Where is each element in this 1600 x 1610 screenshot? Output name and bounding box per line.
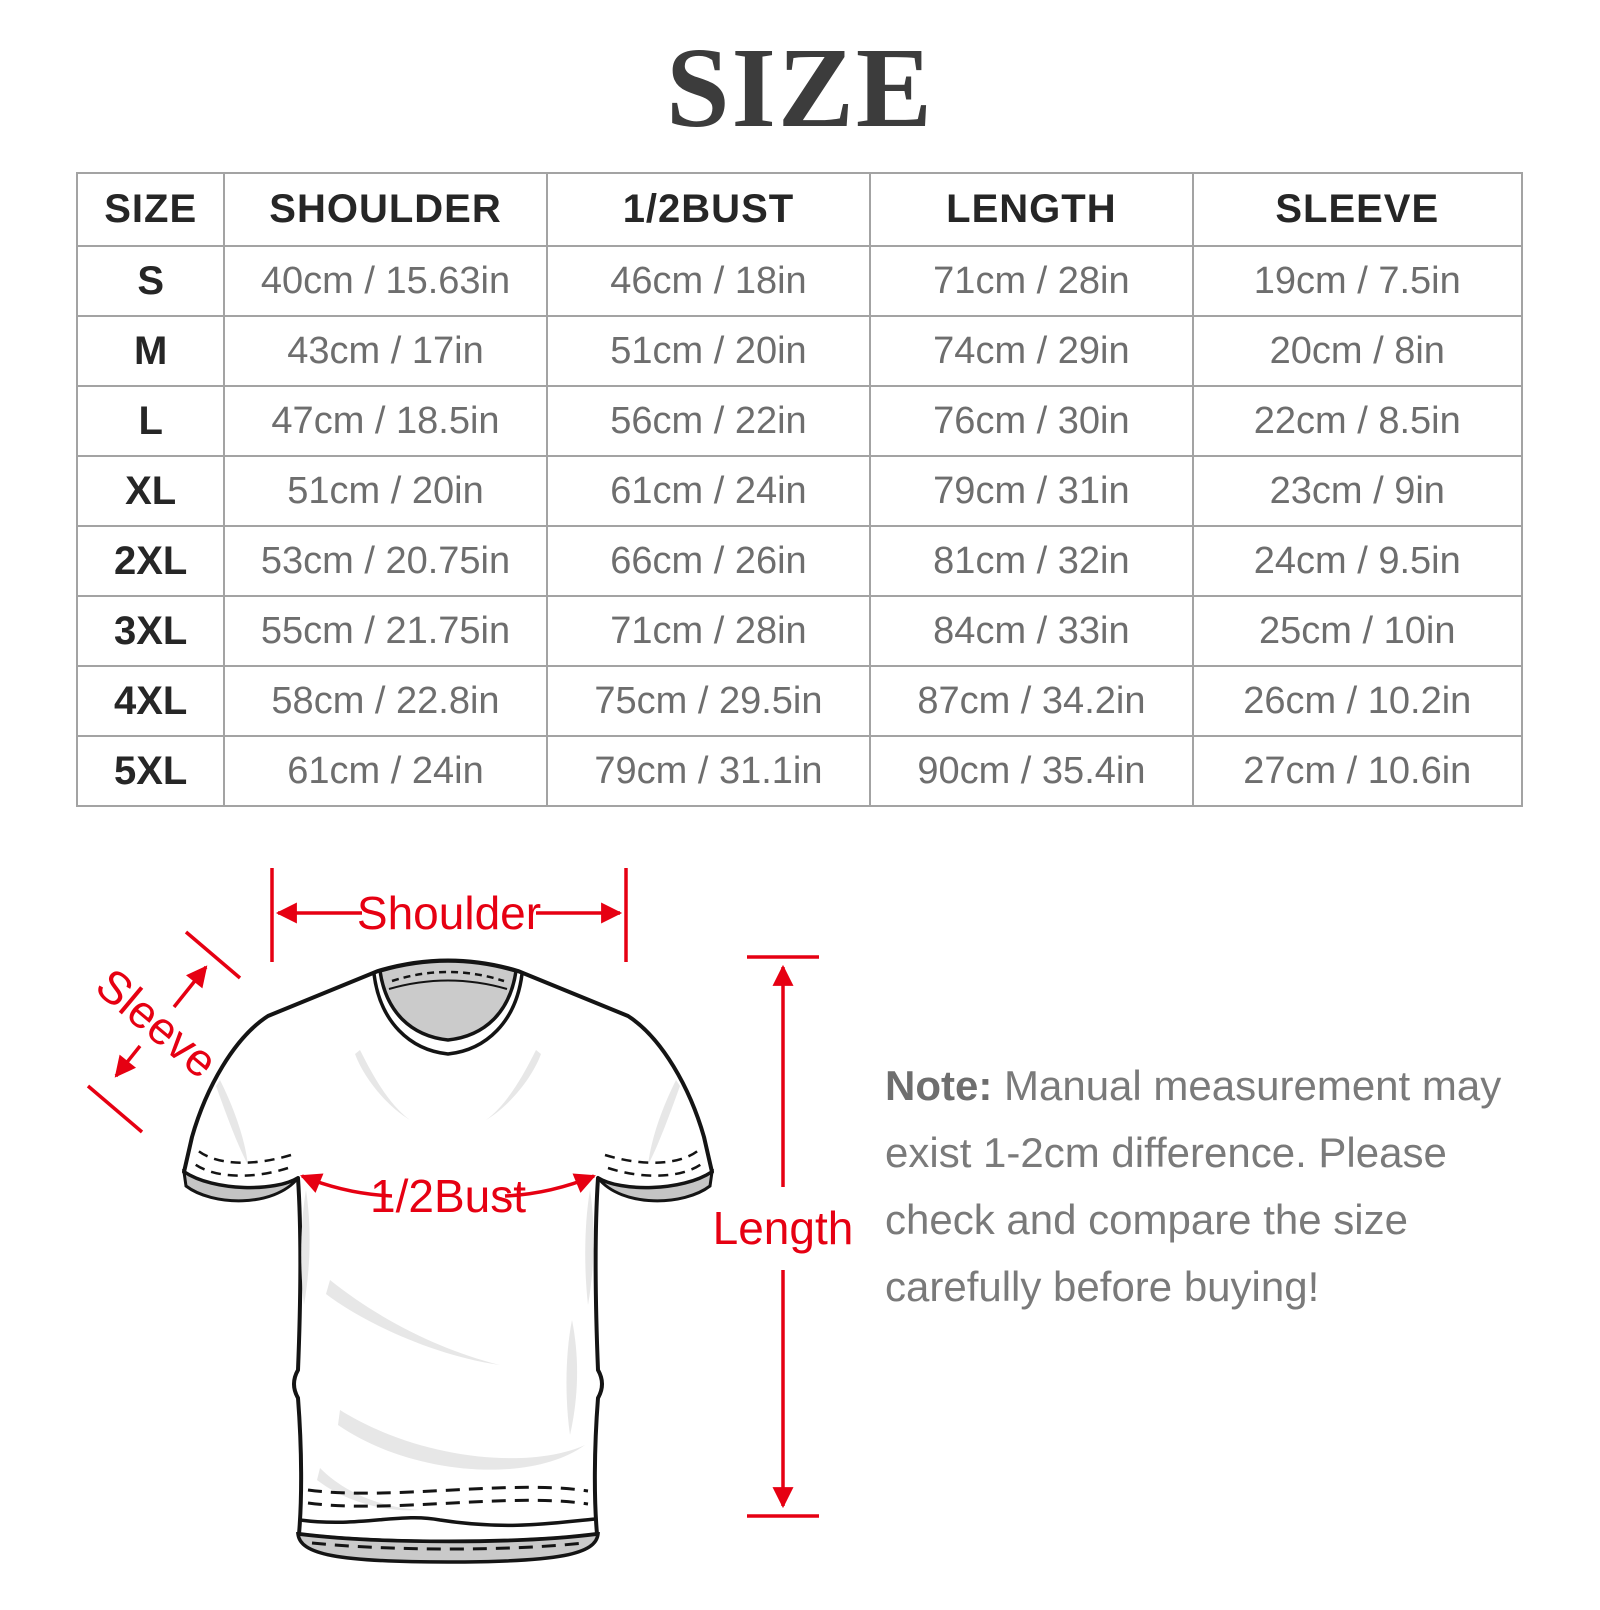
table-row: M 43cm / 17in 51cm / 20in 74cm / 29in 20…: [75, 315, 1524, 387]
size-cell: 5XL: [75, 735, 226, 807]
sleeve-label: Sleeve: [86, 958, 227, 1088]
bust-cell: 79cm / 31.1in: [545, 735, 872, 807]
length-cell: 71cm / 28in: [869, 245, 1194, 317]
note-line-text: Manual measurement may: [1004, 1062, 1502, 1109]
note-line: carefully before buying!: [885, 1263, 1320, 1310]
collar-back-edge: [388, 979, 508, 990]
length-cell: 74cm / 29in: [869, 315, 1194, 387]
shoulder-cell: 40cm / 15.63in: [223, 245, 548, 317]
sleeve-cell: 26cm / 10.2in: [1191, 665, 1524, 737]
tshirt-illustration: [182, 958, 714, 1564]
left-sleeve-cuff: [182, 1168, 300, 1203]
shoulder-cell: 53cm / 20.75in: [223, 525, 548, 597]
column-header-size: SIZE: [75, 172, 226, 247]
column-header-length: LENGTH: [869, 172, 1194, 247]
sleeve-cell: 27cm / 10.6in: [1191, 735, 1524, 807]
size-cell: S: [75, 245, 226, 317]
shoulder-cell: 55cm / 21.75in: [223, 595, 548, 667]
column-header-bust: 1/2BUST: [545, 172, 872, 247]
sleeve-arrow: [86, 930, 242, 1134]
shoulder-cell: 58cm / 22.8in: [223, 665, 548, 737]
size-cell: 2XL: [75, 525, 226, 597]
shoulder-label: Shoulder: [357, 887, 541, 939]
table-row: S 40cm / 15.63in 46cm / 18in 71cm / 28in…: [75, 245, 1524, 317]
bust-label: 1/2Bust: [370, 1170, 526, 1222]
table-row: XL 51cm / 20in 61cm / 24in 79cm / 31in 2…: [75, 455, 1524, 527]
shoulder-cell: 61cm / 24in: [223, 735, 548, 807]
length-cell: 76cm / 30in: [869, 385, 1194, 457]
size-cell: XL: [75, 455, 226, 527]
sleeve-cell: 22cm / 8.5in: [1191, 385, 1524, 457]
length-cell: 90cm / 35.4in: [869, 735, 1194, 807]
sleeve-cell: 23cm / 9in: [1191, 455, 1524, 527]
shoulder-cell: 47cm / 18.5in: [223, 385, 548, 457]
size-cell: M: [75, 315, 226, 387]
length-cell: 79cm / 31in: [869, 455, 1194, 527]
size-cell: 4XL: [75, 665, 226, 737]
shoulder-cell: 51cm / 20in: [223, 455, 548, 527]
bust-cell: 66cm / 26in: [545, 525, 872, 597]
column-header-shoulder: SHOULDER: [223, 172, 548, 247]
table-row: 4XL 58cm / 22.8in 75cm / 29.5in 87cm / 3…: [75, 665, 1524, 737]
note-line: check and compare the size: [885, 1196, 1408, 1243]
sleeve-stitches: [191, 1148, 705, 1177]
page-title: SIZE: [666, 24, 934, 151]
length-cell: 87cm / 34.2in: [869, 665, 1194, 737]
collar-back-stitch: [391, 970, 505, 983]
table-row: 2XL 53cm / 20.75in 66cm / 26in 81cm / 32…: [75, 525, 1524, 597]
size-cell: L: [75, 385, 226, 457]
measurement-annotations: [86, 868, 819, 1518]
sleeve-cell: 25cm / 10in: [1191, 595, 1524, 667]
size-diagram: Shoulder Sleeve 1/2Bust Length: [86, 868, 854, 1564]
collar-inside: [378, 959, 518, 1042]
length-cell: 84cm / 33in: [869, 595, 1194, 667]
size-table: SIZE SHOULDER 1/2BUST LENGTH SLEEVE S 40…: [75, 172, 1524, 807]
column-header-sleeve: SLEEVE: [1191, 172, 1524, 247]
table-row: 3XL 55cm / 21.75in 71cm / 28in 84cm / 33…: [75, 595, 1524, 667]
note-line: exist 1-2cm difference. Please: [885, 1129, 1447, 1176]
note-label: Note:: [885, 1062, 993, 1109]
sleeve-cell: 20cm / 8in: [1191, 315, 1524, 387]
size-cell: 3XL: [75, 595, 226, 667]
note-text: Note: Manual measurement may exist 1-2cm…: [885, 1052, 1505, 1320]
table-header-row: SIZE SHOULDER 1/2BUST LENGTH SLEEVE: [75, 172, 1524, 247]
shoulder-cell: 43cm / 17in: [223, 315, 548, 387]
sleeve-cell: 24cm / 9.5in: [1191, 525, 1524, 597]
bust-cell: 75cm / 29.5in: [545, 665, 872, 737]
bust-cell: 56cm / 22in: [545, 385, 872, 457]
length-label: Length: [713, 1202, 854, 1254]
sleeve-cell: 19cm / 7.5in: [1191, 245, 1524, 317]
bust-cell: 46cm / 18in: [545, 245, 872, 317]
bust-cell: 61cm / 24in: [545, 455, 872, 527]
table-row: 5XL 61cm / 24in 79cm / 31.1in 90cm / 35.…: [75, 735, 1524, 807]
bust-cell: 51cm / 20in: [545, 315, 872, 387]
length-cell: 81cm / 32in: [869, 525, 1194, 597]
length-arrow: [747, 955, 819, 1518]
bottom-hem: [296, 1485, 600, 1564]
right-sleeve-cuff: [596, 1168, 714, 1203]
shoulder-arrow: [270, 868, 628, 962]
bust-arrow: [300, 1173, 596, 1198]
note-line: Note: Manual measurement may: [885, 1052, 1505, 1119]
table-row: L 47cm / 18.5in 56cm / 22in 76cm / 30in …: [75, 385, 1524, 457]
collar-band-seam: [372, 973, 524, 1056]
wrinkle-shading: [216, 1050, 680, 1511]
bust-cell: 71cm / 28in: [545, 595, 872, 667]
